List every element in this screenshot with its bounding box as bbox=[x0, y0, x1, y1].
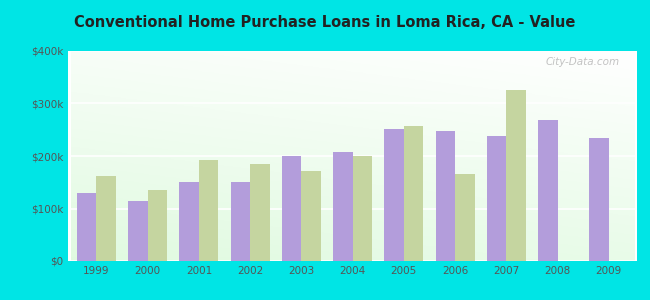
Bar bbox=[148, 190, 167, 261]
Bar bbox=[282, 156, 302, 261]
Bar bbox=[404, 125, 423, 261]
Bar bbox=[302, 171, 321, 261]
Bar bbox=[199, 160, 218, 261]
Bar bbox=[250, 164, 270, 261]
Bar bbox=[538, 120, 558, 261]
Bar bbox=[436, 131, 455, 261]
Text: Conventional Home Purchase Loans in Loma Rica, CA - Value: Conventional Home Purchase Loans in Loma… bbox=[74, 15, 576, 30]
Bar bbox=[590, 138, 609, 261]
Bar bbox=[506, 90, 526, 261]
Bar bbox=[455, 174, 474, 261]
Bar bbox=[487, 136, 506, 261]
Bar bbox=[352, 156, 372, 261]
Bar bbox=[96, 176, 116, 261]
Text: City-Data.com: City-Data.com bbox=[546, 57, 620, 67]
Bar bbox=[128, 201, 148, 261]
Bar bbox=[77, 193, 96, 261]
Bar bbox=[333, 152, 352, 261]
Bar bbox=[179, 182, 199, 261]
Bar bbox=[384, 129, 404, 261]
Bar bbox=[231, 182, 250, 261]
